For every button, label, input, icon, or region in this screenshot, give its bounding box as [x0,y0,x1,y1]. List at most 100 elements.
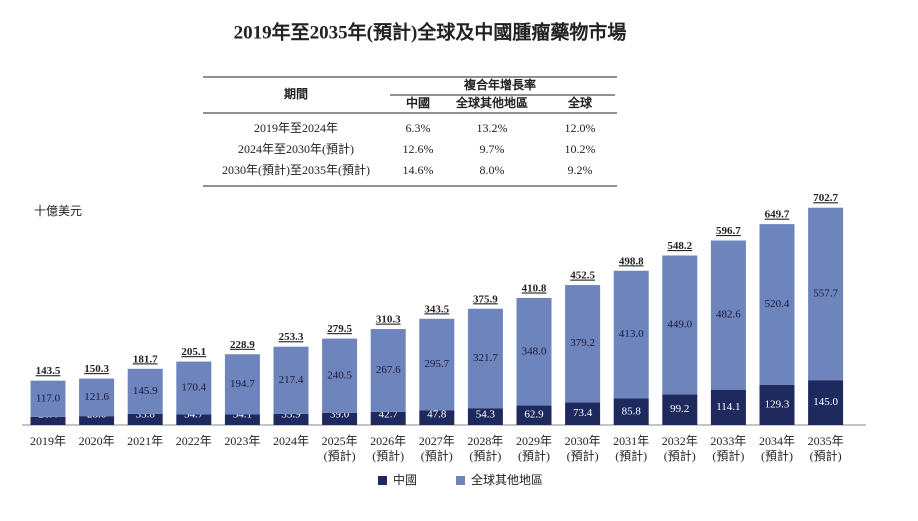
value-label: 379.2 [570,337,595,349]
bar-segment [662,394,698,425]
table-row-label: 2019年至2024年 [254,121,338,135]
bar-segment [710,240,746,390]
y-axis-label: 十億美元 [34,204,82,218]
table-cell: 14.6% [403,163,434,177]
value-label: 413.0 [619,328,644,340]
bar-segment [273,346,309,414]
table-column-header: 中國 [406,95,430,110]
bar-segment [710,389,746,425]
value-label: 47.8 [427,409,447,421]
x-tick-label: 2030年 (預計) [564,434,601,463]
x-tick-label: 2033年 (預計) [710,434,747,463]
bar-segment [419,318,455,411]
x-tick-label: 2020年 [78,434,115,448]
value-label: 348.0 [522,345,547,357]
table-cell: 12.0% [565,121,596,135]
bar-segment [79,378,115,417]
bar-segment [224,354,260,415]
value-label: 194.7 [230,378,255,390]
legend-label: 中國 [393,472,417,487]
bar-segment [273,413,309,425]
bar-segment [224,414,260,425]
x-tick-label: 2019年 [29,434,66,448]
value-label: 73.4 [573,407,593,419]
value-label: 170.4 [181,381,206,393]
table-cell: 8.0% [480,163,505,177]
bar-segment [322,412,358,425]
table-cell: 12.6% [403,142,434,156]
total-label: 228.9 [230,339,255,351]
total-label: 548.2 [667,240,692,252]
value-label: 85.8 [622,405,642,417]
value-label: 129.3 [765,399,790,411]
total-label: 150.3 [84,363,109,375]
value-label: 217.4 [279,374,304,386]
table-header: 複合年增長率 [463,77,536,92]
value-label: 99.2 [670,403,689,415]
bar-segment [565,402,601,425]
total-label: 410.8 [522,282,547,294]
table-cell: 13.2% [477,121,508,135]
total-label: 181.7 [133,353,158,365]
total-label: 343.5 [424,303,449,315]
legend-swatch [378,476,387,485]
table-header: 期間 [284,86,308,101]
total-label: 310.3 [376,314,401,326]
bar-segment [613,270,649,399]
value-label: 54.3 [476,409,496,421]
x-tick-label: 2032年 (預計) [661,434,698,463]
bar-segment [613,398,649,425]
value-label: 267.6 [376,364,401,376]
bar-segment [30,416,66,425]
legend-swatch [456,476,465,485]
bar-segment [176,361,212,415]
x-tick-label: 2023年 [224,434,261,448]
bar-segment [127,413,163,425]
value-label: 145.9 [133,385,158,397]
total-label: 253.3 [279,331,304,343]
total-label: 279.5 [327,323,352,335]
x-tick-label: 2022年 [175,434,212,448]
value-label: 321.7 [473,352,498,364]
bar-segment [759,385,795,425]
table-column-header: 全球其他地區 [455,95,528,110]
bar-segment [808,380,844,425]
table-cell: 9.7% [480,142,505,156]
table-cell: 10.2% [565,142,596,156]
bar-segment [808,207,844,381]
value-label: 520.4 [765,298,790,310]
value-label: 240.5 [327,369,352,381]
bar-segment [565,285,601,403]
value-label: 117.0 [36,392,61,404]
x-tick-label: 2034年 (預計) [758,434,795,463]
bar-segment [467,408,503,425]
x-tick-label: 2027年 (預計) [418,434,455,463]
bar-segment [759,224,795,386]
bar-segment [176,414,212,425]
bar-segment [322,338,358,413]
total-label: 596.7 [716,225,741,237]
chart-title: 2019年至2035年(預計)全球及中國腫瘤藥物市場 [234,20,627,43]
bar-segment [467,308,503,409]
table-cell: 6.3% [406,121,431,135]
x-tick-label: 2026年 (預計) [370,434,407,463]
value-label: 449.0 [667,318,692,330]
x-tick-label: 2025年 (預計) [321,434,358,463]
legend-label: 全球其他地區 [471,472,543,487]
total-label: 452.5 [570,270,595,282]
x-tick-label: 2024年 [272,434,309,448]
bar-segment [662,255,698,395]
table-row-label: 2030年(預計)至2035年(預計) [222,162,370,177]
x-tick-label: 2029年 (預計) [515,434,552,463]
x-tick-label: 2031年 (預計) [613,434,650,463]
x-tick-label: 2028年 (預計) [467,434,504,463]
value-label: 557.7 [813,287,838,299]
x-tick-label: 2021年 [127,434,164,448]
table-cell: 9.2% [568,163,593,177]
total-label: 205.1 [181,346,206,358]
value-label: 121.6 [84,391,109,403]
value-label: 114.1 [716,401,740,413]
bar-segment [370,411,406,425]
bar-segment [370,329,406,412]
table-row-label: 2024年至2030年(預計) [238,141,354,156]
